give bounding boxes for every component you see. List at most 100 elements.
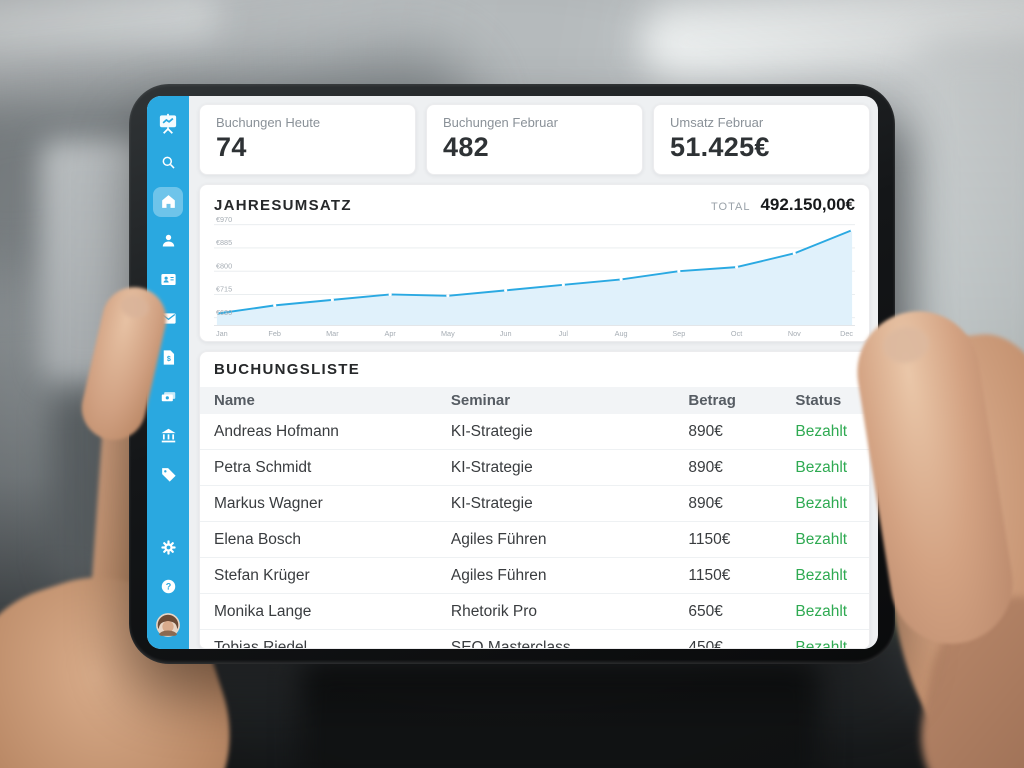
table-row[interactable]: Elena Bosch Agiles Führen 1150€ Bezahlt	[200, 522, 869, 558]
svg-text:€715: €715	[216, 285, 232, 294]
chart-title: JAHRESUMSATZ	[214, 197, 352, 214]
table-row[interactable]: Andreas Hofmann KI-Strategie 890€ Bezahl…	[200, 414, 869, 450]
contact-card-icon	[160, 273, 176, 286]
cell-seminar: KI-Strategie	[450, 422, 533, 440]
search-icon	[162, 156, 175, 169]
stat-card-0: Buchungen Heute 74	[199, 104, 416, 175]
presentation-chart-icon	[159, 113, 177, 134]
svg-text:Dec: Dec	[840, 329, 853, 338]
svg-text:Nov: Nov	[788, 329, 801, 338]
sidebar-item-payments[interactable]	[153, 382, 183, 412]
svg-text:€970: €970	[216, 215, 232, 224]
column-header-name: Name	[214, 392, 255, 409]
sidebar-item-bank[interactable]	[153, 421, 183, 451]
cell-name: Monika Lange	[214, 602, 312, 620]
svg-text:$: $	[166, 355, 170, 363]
table-row[interactable]: Tobias Riedel SEO Masterclass 450€ Bezah…	[200, 630, 869, 649]
table-row[interactable]: Petra Schmidt KI-Strategie 890€ Bezahlt	[200, 450, 869, 486]
revenue-area-chart: €970 €885 €800 €715 €630 Jan Feb Mar Apr May Jun Ju…	[214, 215, 855, 339]
status-badge: Bezahlt	[795, 638, 848, 649]
stat-value: 51.425€	[670, 132, 770, 162]
cell-betrag: 1150€	[688, 530, 731, 548]
cell-seminar: Agiles Führen	[450, 530, 547, 548]
svg-text:Oct: Oct	[731, 329, 742, 338]
table-row[interactable]: Stefan Krüger Agiles Führen 1150€ Bezahl…	[200, 558, 869, 594]
column-header-betrag: Betrag	[688, 392, 736, 409]
sidebar-item-participants[interactable]	[153, 226, 183, 256]
status-badge: Bezahlt	[795, 566, 848, 584]
stat-label: Umsatz Februar	[670, 115, 764, 130]
cell-betrag: 1150€	[688, 566, 731, 584]
svg-text:?: ?	[165, 582, 171, 592]
tablet-screen: $ ? Buchungen Heute 74 Buchungen Februar …	[147, 96, 878, 649]
svg-text:€630: €630	[216, 308, 232, 317]
cell-betrag: 450€	[688, 638, 723, 649]
banknotes-icon	[161, 392, 175, 402]
chart-header: JAHRESUMSATZ TOTAL 492.150,00€	[214, 195, 855, 215]
stat-value: 482	[443, 132, 489, 162]
total-label: TOTAL	[711, 201, 751, 213]
cell-name: Markus Wagner	[214, 494, 323, 512]
stat-label: Buchungen Heute	[216, 115, 321, 130]
right-thumb-nail	[880, 323, 932, 367]
invoice-icon: $	[163, 350, 174, 365]
svg-text:Jan: Jan	[216, 329, 228, 338]
tablet-device: $ ? Buchungen Heute 74 Buchungen Februar …	[129, 84, 895, 664]
total-value: 492.150,00€	[760, 195, 855, 214]
table-header-row: Name Seminar Betrag Status	[200, 387, 869, 414]
svg-text:€800: €800	[216, 261, 232, 270]
avatar-icon	[156, 613, 180, 637]
desk-shadow	[300, 660, 820, 768]
cell-seminar: SEO Masterclass	[450, 638, 571, 649]
svg-text:Feb: Feb	[268, 329, 281, 338]
sidebar-item-logo[interactable]	[153, 109, 183, 139]
svg-text:Jul: Jul	[559, 329, 569, 338]
chart-total: TOTAL 492.150,00€	[711, 195, 855, 215]
sidebar-item-contacts[interactable]	[153, 265, 183, 295]
svg-text:Sep: Sep	[672, 329, 685, 338]
cell-name: Stefan Krüger	[214, 566, 310, 584]
table-title: BUCHUNGSLISTE	[214, 361, 361, 378]
stats-row: Buchungen Heute 74 Buchungen Februar 482 U…	[199, 104, 870, 175]
cell-seminar: KI-Strategie	[450, 494, 533, 512]
svg-text:May: May	[441, 329, 455, 338]
sidebar-item-tags[interactable]	[153, 460, 183, 490]
column-header-status: Status	[795, 392, 842, 409]
chart-card: JAHRESUMSATZ TOTAL 492.150,00€ €970 €885 €8…	[199, 184, 870, 342]
sidebar-item-settings[interactable]	[153, 533, 183, 563]
cell-name: Tobias Riedel	[214, 638, 308, 649]
sidebar-item-search[interactable]	[153, 148, 183, 178]
user-avatar[interactable]	[154, 611, 182, 639]
sidebar-item-help[interactable]: ?	[153, 572, 183, 602]
cell-name: Petra Schmidt	[214, 458, 312, 476]
left-thumb-nail	[118, 293, 152, 321]
sidebar-item-invoices[interactable]: $	[153, 343, 183, 373]
stat-value: 74	[216, 132, 247, 162]
status-badge: Bezahlt	[795, 530, 848, 548]
bookings-card: BUCHUNGSLISTE Name Seminar Betrag Status An…	[199, 351, 870, 649]
stat-card-1: Buchungen Februar 482	[426, 104, 643, 175]
sidebar-bottom: ?	[147, 528, 189, 639]
status-badge: Bezahlt	[795, 458, 848, 476]
help-icon: ?	[161, 579, 175, 594]
svg-text:Mar: Mar	[326, 329, 339, 338]
user-icon	[162, 234, 174, 247]
cell-betrag: 890€	[688, 494, 723, 512]
bank-icon	[160, 428, 176, 443]
cell-seminar: Agiles Führen	[450, 566, 547, 584]
stat-label: Buchungen Februar	[443, 115, 558, 130]
column-header-seminar: Seminar	[450, 392, 511, 409]
svg-text:Apr: Apr	[385, 329, 397, 338]
cell-seminar: Rhetorik Pro	[450, 602, 538, 620]
status-badge: Bezahlt	[795, 422, 848, 440]
cell-name: Elena Bosch	[214, 530, 302, 548]
dashboard-content: Buchungen Heute 74 Buchungen Februar 482 U…	[189, 96, 878, 649]
status-badge: Bezahlt	[795, 602, 848, 620]
svg-text:Jun: Jun	[500, 329, 512, 338]
table-row[interactable]: Markus Wagner KI-Strategie 890€ Bezahlt	[200, 486, 869, 522]
svg-text:Aug: Aug	[615, 329, 628, 338]
cell-betrag: 650€	[688, 602, 723, 620]
svg-text:€885: €885	[216, 238, 232, 247]
sidebar-item-home[interactable]	[153, 186, 183, 217]
table-row[interactable]: Monika Lange Rhetorik Pro 650€ Bezahlt	[200, 594, 869, 630]
